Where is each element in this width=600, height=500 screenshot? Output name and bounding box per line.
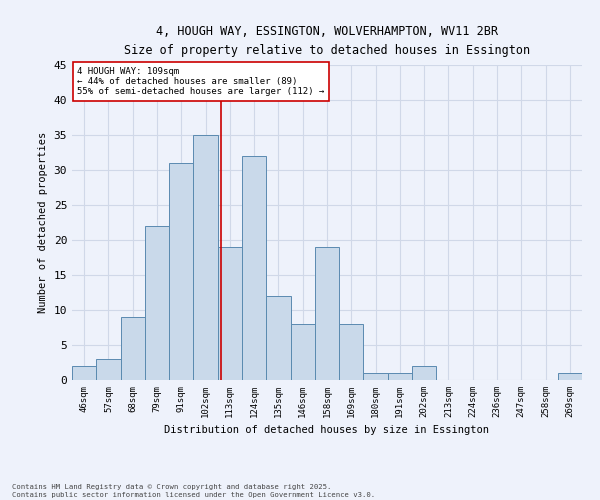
Bar [121, 317, 145, 380]
Bar [364, 373, 388, 380]
Bar [96, 359, 121, 380]
Bar [169, 163, 193, 380]
Title: 4, HOUGH WAY, ESSINGTON, WOLVERHAMPTON, WV11 2BR
Size of property relative to de: 4, HOUGH WAY, ESSINGTON, WOLVERHAMPTON, … [124, 25, 530, 57]
Y-axis label: Number of detached properties: Number of detached properties [38, 132, 48, 313]
X-axis label: Distribution of detached houses by size in Essington: Distribution of detached houses by size … [164, 426, 490, 436]
Bar [388, 373, 412, 380]
Bar [412, 366, 436, 380]
Bar [193, 135, 218, 380]
Bar [339, 324, 364, 380]
Bar [242, 156, 266, 380]
Bar [558, 373, 582, 380]
Bar [218, 247, 242, 380]
Text: 4 HOUGH WAY: 109sqm
← 44% of detached houses are smaller (89)
55% of semi-detach: 4 HOUGH WAY: 109sqm ← 44% of detached ho… [77, 66, 325, 96]
Bar [72, 366, 96, 380]
Text: Contains HM Land Registry data © Crown copyright and database right 2025.
Contai: Contains HM Land Registry data © Crown c… [12, 484, 375, 498]
Bar [315, 247, 339, 380]
Bar [290, 324, 315, 380]
Bar [145, 226, 169, 380]
Bar [266, 296, 290, 380]
